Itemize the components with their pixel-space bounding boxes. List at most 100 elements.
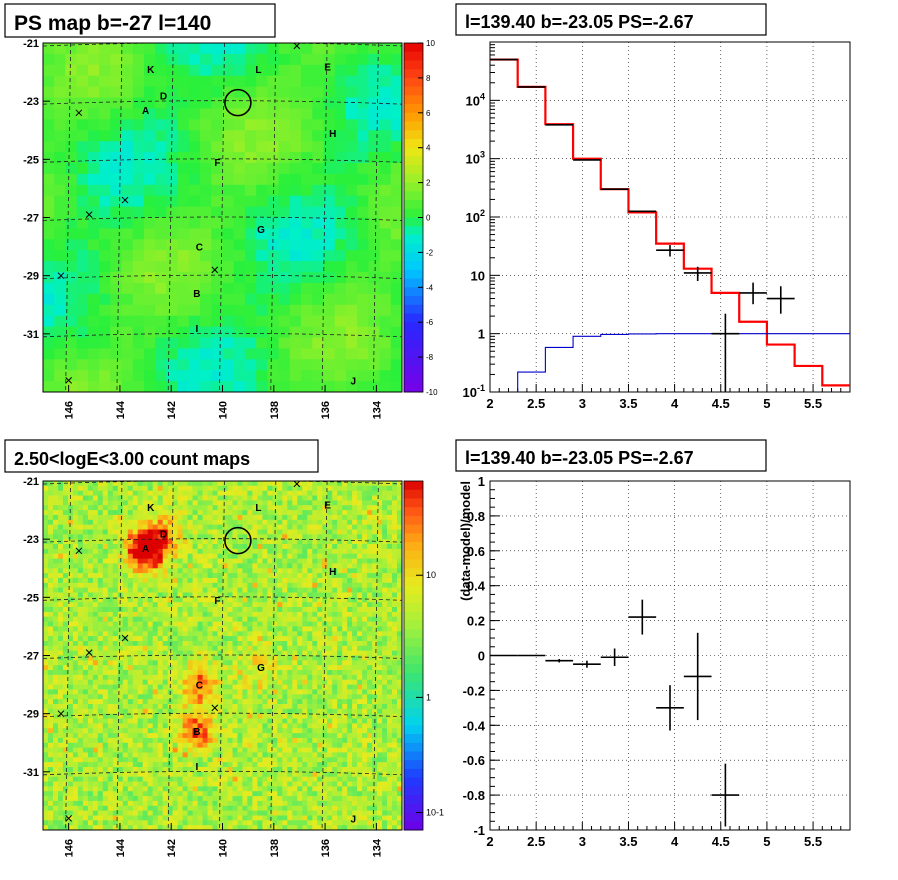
source-label-h: H bbox=[329, 567, 336, 578]
y-tick-label: 0 bbox=[478, 649, 485, 664]
grid bbox=[490, 42, 850, 392]
colorbar-cell bbox=[404, 717, 423, 726]
colorbar-cell bbox=[404, 769, 423, 778]
colorbar-cell bbox=[404, 586, 423, 595]
y-tick-label: -25 bbox=[23, 154, 39, 166]
colorbar-cell bbox=[404, 490, 423, 499]
colorbar-cell bbox=[404, 244, 423, 253]
y-tick-label: -27 bbox=[23, 651, 39, 663]
colorbar-cell bbox=[404, 516, 423, 525]
y-tick-label: -0.6 bbox=[463, 753, 485, 768]
x-tick-label: 3 bbox=[579, 396, 586, 411]
colorbar-cell bbox=[404, 148, 423, 157]
colorbar-tick-label: 2 bbox=[426, 179, 431, 188]
x-tick-label: 3 bbox=[579, 834, 586, 849]
x-tick-label: 4 bbox=[671, 396, 679, 411]
y-tick-label: -23 bbox=[23, 96, 39, 108]
model-total-step bbox=[490, 60, 850, 386]
y-tick-label: 1 bbox=[478, 327, 485, 342]
colorbar-cell bbox=[404, 507, 423, 516]
colorbar-cell bbox=[404, 348, 423, 357]
colorbar-tick-label: -8 bbox=[426, 353, 434, 362]
colorbar-cell bbox=[404, 673, 423, 682]
source-label-e: E bbox=[324, 500, 331, 511]
y-tick-label: -0.2 bbox=[463, 683, 485, 698]
x-tick-label: 2 bbox=[486, 396, 493, 411]
colorbar-cell bbox=[404, 498, 423, 507]
colorbar-cell bbox=[404, 331, 423, 340]
x-tick-label: 146 bbox=[64, 401, 76, 419]
title-residual: l=139.40 b=-23.05 PS=-2.67 bbox=[465, 448, 694, 468]
y-tick-label: 10 bbox=[471, 268, 485, 283]
x-tick-label: 142 bbox=[166, 401, 178, 419]
x-tick-label: 2.5 bbox=[527, 834, 545, 849]
y-tick-label: -31 bbox=[23, 329, 39, 341]
x-tick-label: 4 bbox=[671, 834, 679, 849]
colorbar-cell bbox=[404, 813, 423, 822]
colorbar-cell bbox=[404, 130, 423, 139]
colorbar-tick-label: 1 bbox=[426, 692, 431, 702]
colorbar-cell bbox=[404, 252, 423, 261]
colorbar-cell bbox=[404, 699, 423, 708]
y-tick-label: -27 bbox=[23, 213, 39, 225]
colorbar-cell bbox=[404, 87, 423, 96]
colorbar-cell bbox=[404, 165, 423, 174]
colorbar-cell bbox=[404, 481, 423, 490]
colorbar-tick-label: 4 bbox=[426, 144, 431, 153]
x-tick-label: 5 bbox=[763, 834, 770, 849]
y-tick-label: 104 bbox=[466, 91, 485, 108]
colorbar-cell bbox=[404, 200, 423, 209]
colorbar-cell bbox=[404, 69, 423, 78]
colorbar-cell bbox=[404, 191, 423, 200]
colorbar-cell bbox=[404, 656, 423, 665]
colorbar-cell bbox=[404, 734, 423, 743]
source-label-d: D bbox=[160, 529, 167, 540]
colorbar-cell bbox=[404, 664, 423, 673]
colorbar-tick-label: 0 bbox=[426, 214, 431, 223]
colorbar-cell bbox=[404, 235, 423, 244]
y-axis-label: (data-model)/model bbox=[458, 481, 473, 601]
x-tick-label: 5.5 bbox=[804, 834, 822, 849]
x-tick-label: 134 bbox=[371, 400, 383, 419]
colorbar-tick-label: -6 bbox=[426, 318, 434, 327]
y-tick-label: 0.2 bbox=[467, 614, 485, 629]
x-tick-label: 144 bbox=[115, 400, 127, 419]
y-tick-label: -29 bbox=[23, 271, 39, 283]
source-label-i: I bbox=[195, 324, 198, 335]
colorbar-cell bbox=[404, 375, 423, 384]
y-tick-label: -0.8 bbox=[463, 788, 485, 803]
colorbar-tick-label: -4 bbox=[426, 283, 434, 292]
x-tick-label: 2.5 bbox=[527, 396, 545, 411]
colorbar-cell bbox=[404, 743, 423, 752]
y-tick-label: -31 bbox=[23, 767, 39, 779]
colorbar-cell bbox=[404, 821, 423, 830]
colorbar-cell bbox=[404, 296, 423, 305]
colorbar-tick-label: 8 bbox=[426, 74, 431, 83]
x-tick-label: 142 bbox=[166, 839, 178, 857]
colorbar-cell bbox=[404, 261, 423, 270]
colorbar-cell bbox=[404, 43, 423, 52]
colorbar-cell bbox=[404, 525, 423, 534]
x-tick-label: 138 bbox=[269, 401, 281, 419]
map-image bbox=[43, 481, 402, 831]
colorbar-cell bbox=[404, 804, 423, 813]
x-tick-label: 136 bbox=[320, 839, 332, 857]
colorbar-cell bbox=[404, 78, 423, 87]
colorbar-cell bbox=[404, 95, 423, 104]
colorbar-cell bbox=[404, 61, 423, 70]
source-label-c: C bbox=[196, 243, 203, 254]
colorbar-cell bbox=[404, 270, 423, 279]
source-label-a: A bbox=[142, 544, 149, 555]
colorbar-tick-label: 10 bbox=[426, 570, 436, 580]
colorbar-cell bbox=[404, 279, 423, 288]
source-label-j: J bbox=[350, 814, 356, 825]
x-tick-label: 2 bbox=[486, 834, 493, 849]
colorbar-cell bbox=[404, 795, 423, 804]
colorbar-cell bbox=[404, 752, 423, 761]
y-tick-label: -25 bbox=[23, 592, 39, 604]
colorbar-cell bbox=[404, 594, 423, 603]
